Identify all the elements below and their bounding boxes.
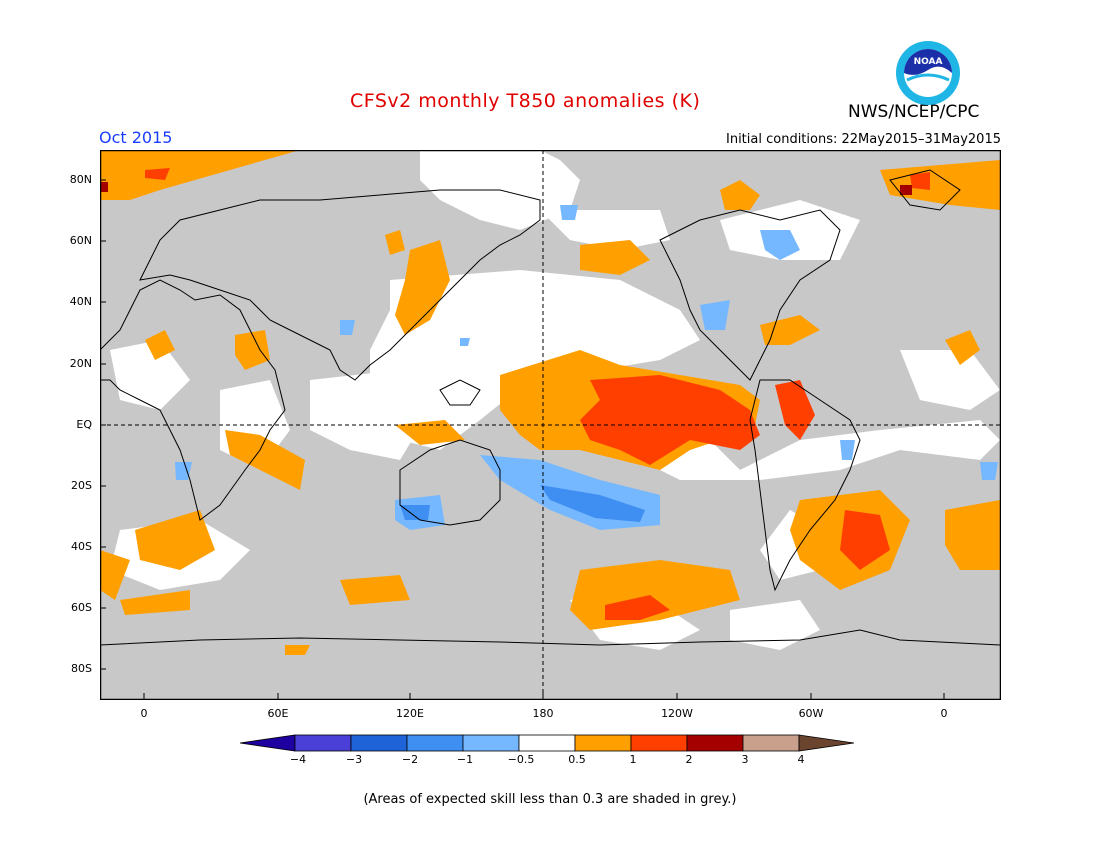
axis-ticks (100, 179, 945, 699)
valid-month-label: Oct 2015 (99, 128, 173, 147)
colorbar-cell (294, 734, 352, 752)
colorbar-cell (742, 734, 800, 752)
noaa-logo-text: NOAA (914, 57, 943, 67)
lat-label-80n: 80N (69, 173, 92, 186)
lon-label-120e: 120E (396, 707, 424, 720)
colorbar-label: −2 (401, 753, 419, 766)
colorbar-label: −3 (345, 753, 363, 766)
lon-label-0: 0 (140, 707, 148, 720)
lon-label-60e: 60E (267, 707, 289, 720)
positive-anomaly-orange (100, 150, 1000, 655)
colorbar-cell (350, 734, 408, 752)
neutral-regions (110, 150, 1000, 650)
colorbar-label: −4 (289, 753, 307, 766)
colorbar-cells (240, 734, 855, 752)
colorbar-cell (406, 734, 464, 752)
colorbar-label: −1 (456, 753, 474, 766)
noaa-logo: NOAA (896, 41, 960, 105)
lat-label-60n: 60N (69, 234, 92, 247)
lat-label-80s: 80S (71, 662, 92, 675)
map-title: CFSv2 monthly T850 anomalies (K) (350, 90, 701, 112)
lat-label-40s: 40S (71, 540, 92, 553)
lat-label-20n: 20N (69, 357, 92, 370)
skill-footnote: (Areas of expected skill less than 0.3 a… (363, 792, 737, 807)
colorbar-label: −0.5 (507, 753, 535, 766)
agency-label: NWS/NCEP/CPC (848, 102, 980, 122)
colorbar-label: 3 (741, 753, 749, 766)
lat-label-20s: 20S (71, 479, 92, 492)
lat-label-60s: 60S (71, 601, 92, 614)
colorbar-cell (686, 734, 744, 752)
positive-anomaly-red (145, 168, 930, 620)
colorbar-arrow-left (240, 734, 296, 752)
lon-label-120w: 120W (661, 707, 693, 720)
colorbar-cell (462, 734, 520, 752)
positive-anomaly-dark-red (100, 182, 912, 195)
coastlines (100, 169, 1000, 646)
colorbar-label: 4 (797, 753, 805, 766)
lon-label-180: 180 (532, 707, 554, 720)
lat-label-40n: 40N (69, 295, 92, 308)
colorbar-arrow-right (798, 734, 855, 752)
lon-label-60w: 60W (798, 707, 824, 720)
colorbar-label: 0.5 (568, 753, 586, 766)
colorbar (240, 734, 855, 752)
initial-conditions-label: Initial conditions: 22May2015–31May2015 (726, 132, 1001, 147)
colorbar-cell (574, 734, 632, 752)
colorbar-cell (630, 734, 688, 752)
colorbar-label: 2 (685, 753, 693, 766)
colorbar-cell (518, 734, 576, 752)
anomaly-map (100, 150, 1001, 700)
lat-label-eq: EQ (76, 418, 92, 431)
colorbar-label: 1 (629, 753, 637, 766)
negative-anomaly-medium (400, 485, 645, 522)
lon-label-0-east: 0 (940, 707, 948, 720)
